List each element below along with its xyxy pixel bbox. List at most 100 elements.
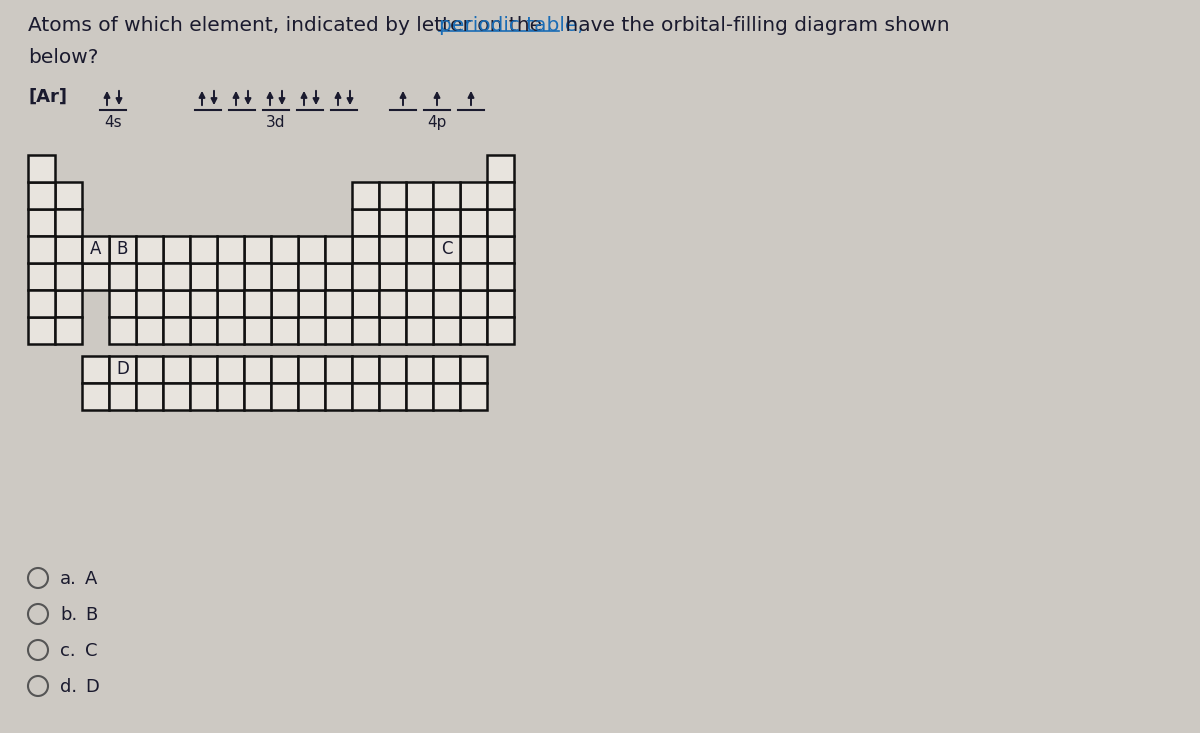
Text: a.: a. [60,570,77,588]
Bar [136,317,163,344]
Bar [82,236,109,263]
Bar [244,236,271,263]
Bar [460,383,487,410]
Bar [298,236,325,263]
Bar [271,263,298,290]
Bar [244,263,271,290]
Bar [352,290,379,317]
Text: D: D [85,678,98,696]
Bar [379,263,406,290]
Bar [352,356,379,383]
Bar [298,263,325,290]
Bar [55,317,82,344]
Bar [379,383,406,410]
Bar [406,356,433,383]
Bar [487,209,514,236]
Text: below?: below? [28,48,98,67]
Bar [163,383,190,410]
Bar [271,290,298,317]
Bar [190,263,217,290]
Bar [379,317,406,344]
Bar [406,263,433,290]
Bar [28,263,55,290]
Bar [487,317,514,344]
Bar [406,290,433,317]
Bar [433,209,460,236]
Bar [163,317,190,344]
Bar [325,356,352,383]
Bar [217,290,244,317]
Bar [487,263,514,290]
Text: c.: c. [60,642,76,660]
Text: Atoms of which element, indicated by letter on the: Atoms of which element, indicated by let… [28,16,548,35]
Bar [163,263,190,290]
Bar [325,383,352,410]
Bar [109,263,136,290]
Text: [Ar]: [Ar] [28,88,67,106]
Circle shape [28,676,48,696]
Text: C: C [440,240,452,259]
Bar [55,236,82,263]
Bar [271,236,298,263]
Text: A: A [90,240,101,259]
Bar [487,182,514,209]
Bar [244,317,271,344]
Bar [460,182,487,209]
Bar [352,263,379,290]
Bar [460,236,487,263]
Circle shape [28,568,48,588]
Bar [244,290,271,317]
Text: 4p: 4p [427,115,446,130]
Bar [298,317,325,344]
Text: D: D [116,361,128,378]
Bar [487,236,514,263]
Bar [217,356,244,383]
Bar [379,209,406,236]
Bar [109,236,136,263]
Bar [109,356,136,383]
Bar [136,263,163,290]
Bar [217,236,244,263]
Bar [28,155,55,182]
Bar [406,317,433,344]
Bar [28,182,55,209]
Bar [163,356,190,383]
Bar [298,356,325,383]
Text: b.: b. [60,606,77,624]
Bar [217,317,244,344]
Circle shape [28,604,48,624]
Text: periodic table,: periodic table, [438,16,583,35]
Text: have the orbital-filling diagram shown: have the orbital-filling diagram shown [559,16,950,35]
Bar [82,383,109,410]
Bar [55,182,82,209]
Bar [55,290,82,317]
Bar [460,356,487,383]
Bar [109,290,136,317]
Bar [433,182,460,209]
Bar [487,155,514,182]
Bar [271,317,298,344]
Bar [352,317,379,344]
Bar [298,290,325,317]
Bar [190,383,217,410]
Bar [406,236,433,263]
Bar [190,317,217,344]
Bar [163,290,190,317]
Text: d.: d. [60,678,77,696]
Bar [433,383,460,410]
Bar [433,236,460,263]
Bar [325,236,352,263]
Text: C: C [85,642,97,660]
Bar [55,209,82,236]
Bar [190,356,217,383]
Bar [379,356,406,383]
Bar [352,182,379,209]
Bar [433,290,460,317]
Text: B: B [116,240,128,259]
Bar [352,383,379,410]
Bar [28,209,55,236]
Bar [136,356,163,383]
Bar [406,383,433,410]
Bar [460,209,487,236]
Bar [163,236,190,263]
